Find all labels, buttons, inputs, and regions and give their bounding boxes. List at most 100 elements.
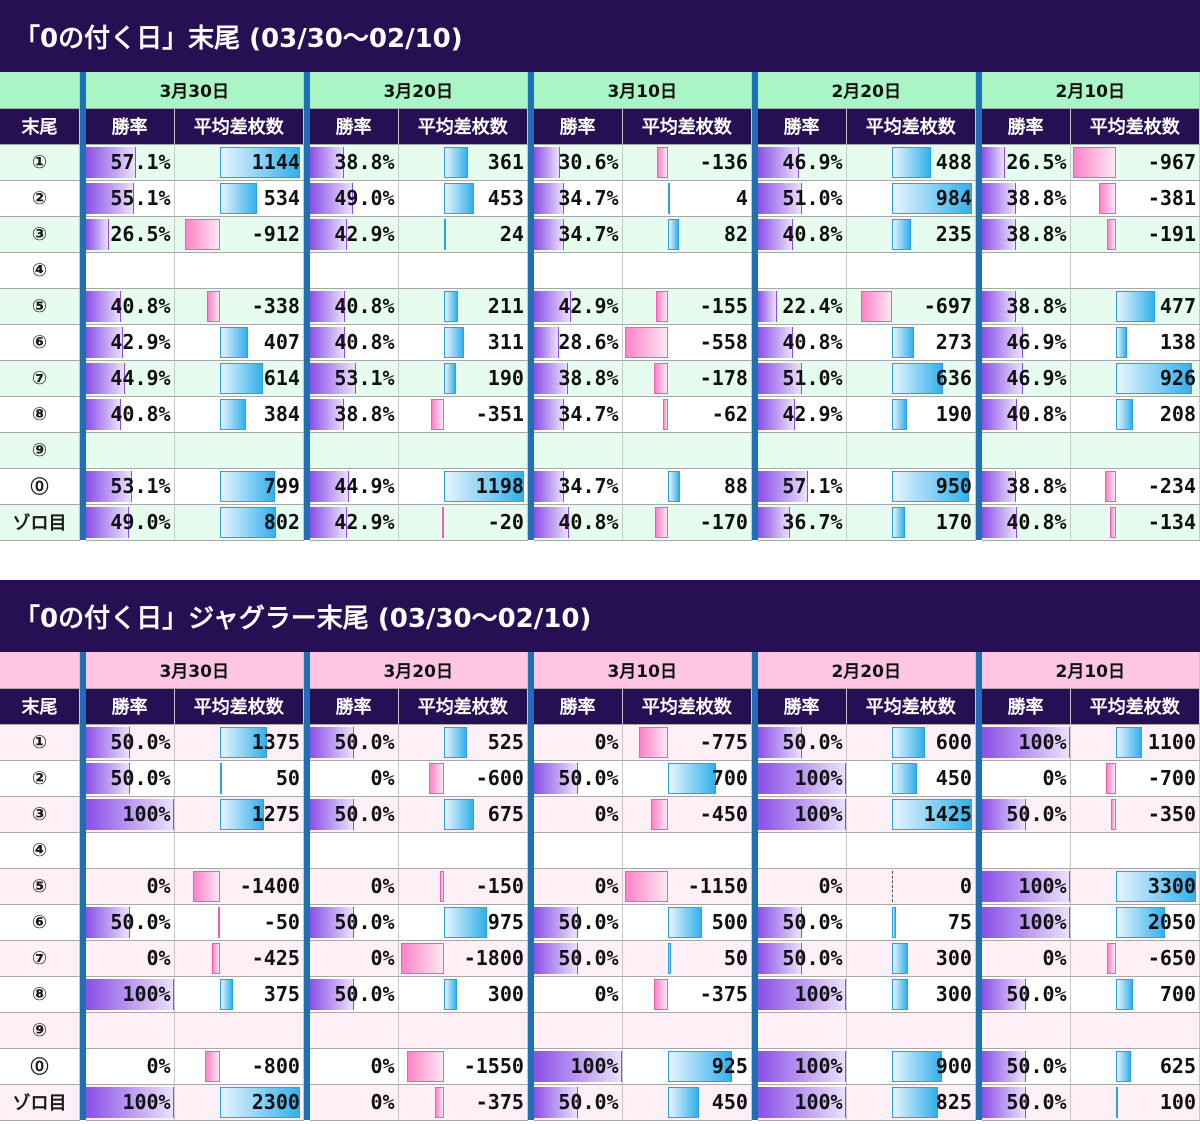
avg-diff-value: 273 (935, 330, 972, 354)
win-rate-value: 40.8% (558, 510, 619, 534)
win-rate-cell: 0% (533, 724, 623, 761)
win-rate-cell (981, 252, 1071, 289)
avg-diff-value: 1144 (251, 150, 300, 174)
win-rate-value: 42.9% (334, 510, 395, 534)
column-separator (303, 976, 310, 1012)
avg-diff-header: 平均差枚数 (1070, 688, 1200, 725)
win-rate-cell: 34.7% (533, 216, 623, 253)
win-rate-value: 38.8% (1006, 222, 1067, 246)
win-rate-value: 26.5% (1006, 150, 1067, 174)
avg-diff-cell: 4 (622, 180, 752, 217)
win-rate-cell (757, 432, 847, 469)
win-rate-cell (533, 832, 623, 869)
win-rate-value: 100% (122, 1090, 171, 1114)
tail-label: ⑤ (0, 868, 80, 905)
avg-diff-value: -1150 (687, 874, 748, 898)
positive-diff-bar (667, 1086, 699, 1118)
win-rate-cell: 42.9% (533, 288, 623, 325)
negative-diff-bar (624, 326, 668, 358)
positive-diff-bar (667, 470, 681, 502)
table-row: ⑨ (0, 1012, 1200, 1049)
negative-diff-bar (654, 506, 668, 538)
column-separator (975, 144, 982, 180)
positive-diff-bar (219, 362, 263, 394)
win-rate-value: 42.9% (110, 330, 171, 354)
negative-diff-bar (657, 146, 668, 178)
positive-diff-bar (891, 942, 909, 974)
win-rate-bar (981, 870, 1070, 902)
negative-diff-bar (185, 218, 220, 250)
positive-diff-bar (891, 362, 944, 394)
win-rate-value: 42.9% (334, 222, 395, 246)
column-separator (79, 688, 86, 724)
column-separator (79, 432, 86, 468)
column-separator (975, 904, 982, 940)
avg-diff-value: -600 (475, 766, 524, 790)
avg-diff-cell: -351 (398, 396, 528, 433)
win-rate-cell (981, 1012, 1071, 1049)
win-rate-bar (533, 362, 568, 394)
win-rate-value: 38.8% (334, 402, 395, 426)
avg-diff-value: 534 (263, 186, 300, 210)
avg-diff-cell: 1198 (398, 468, 528, 505)
avg-diff-value: 138 (1159, 330, 1196, 354)
negative-diff-bar (217, 906, 220, 938)
avg-diff-cell (398, 832, 528, 869)
column-separator (751, 252, 758, 288)
avg-diff-cell (398, 252, 528, 289)
table-row: ③ 26.5% -912 42.9% 24 34.7% 82 40.8% 235 38.8% -19… (0, 216, 1200, 253)
column-separator (303, 108, 310, 144)
avg-diff-cell: 700 (1070, 976, 1200, 1013)
win-rate-cell (309, 252, 399, 289)
avg-diff-value: 1198 (475, 474, 524, 498)
avg-diff-value: 100 (1159, 1090, 1196, 1114)
win-rate-value: 50.0% (1006, 802, 1067, 826)
avg-diff-cell: -234 (1070, 468, 1200, 505)
win-rate-cell: 100% (981, 904, 1071, 941)
positive-diff-bar (1115, 290, 1156, 322)
column-separator (975, 1012, 982, 1048)
avg-diff-cell: 453 (398, 180, 528, 217)
avg-diff-cell: -381 (1070, 180, 1200, 217)
avg-diff-value: 1100 (1147, 730, 1196, 754)
column-separator (79, 72, 86, 108)
corner-cell (0, 652, 80, 689)
win-rate-cell: 0% (533, 796, 623, 833)
column-separator (79, 904, 86, 940)
win-rate-bar (981, 1086, 1026, 1118)
column-separator (751, 940, 758, 976)
win-rate-bar (85, 726, 130, 758)
win-rate-bar (533, 906, 578, 938)
table-row: ⑥ 42.9% 407 40.8% 311 28.6% -558 40.8% 273 46.9% 1… (0, 324, 1200, 361)
section-title: 「0の付く日」ジャグラー末尾 (03/30〜02/10) (0, 580, 1200, 652)
column-separator (527, 652, 534, 688)
win-rate-bar (533, 1050, 622, 1082)
win-rate-value: 50.0% (334, 802, 395, 826)
avg-diff-cell: -1550 (398, 1048, 528, 1085)
table-row: ② 50.0% 50 0% -600 50.0% 700 100% 450 0% -700 (0, 760, 1200, 797)
win-rate-cell: 44.9% (85, 360, 175, 397)
win-rate-bar (309, 218, 348, 250)
avg-diff-value: 75 (947, 910, 972, 934)
tail-label: ⑨ (0, 432, 80, 469)
avg-diff-header: 平均差枚数 (622, 688, 752, 725)
avg-diff-value: 614 (263, 366, 300, 390)
tail-label: ⑧ (0, 976, 80, 1013)
avg-diff-cell: 235 (846, 216, 976, 253)
win-rate-value: 0% (146, 874, 171, 898)
negative-diff-bar (1107, 942, 1116, 974)
avg-diff-cell: -150 (398, 868, 528, 905)
positive-diff-bar (219, 398, 247, 430)
win-rate-cell: 34.7% (533, 468, 623, 505)
win-rate-cell (757, 1012, 847, 1049)
avg-diff-value: 211 (487, 294, 524, 318)
avg-diff-value: -20 (487, 510, 524, 534)
avg-diff-cell: 1375 (174, 724, 304, 761)
win-rate-bar (981, 726, 1070, 758)
table-row: ① 50.0% 1375 50.0% 525 0% -775 50.0% 600 100% 1100 (0, 724, 1200, 761)
win-rate-value: 34.7% (558, 186, 619, 210)
avg-diff-value: 477 (1159, 294, 1196, 318)
positive-diff-bar (1115, 362, 1193, 394)
avg-diff-cell: -178 (622, 360, 752, 397)
table-row: ③ 100% 1275 50.0% 675 0% -450 100% 1425 50.0% -350 (0, 796, 1200, 833)
